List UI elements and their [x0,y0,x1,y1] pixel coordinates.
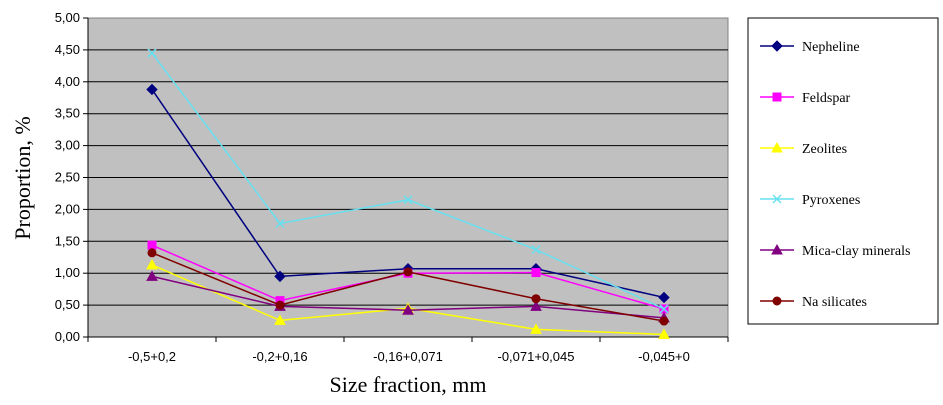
gridlines [88,49,728,306]
legend-label: Feldspar [802,91,851,106]
x-tick-label: -0,071+0,045 [498,349,575,364]
legend-label: Na silicates [802,295,867,310]
y-tick-label: 0,00 [55,329,80,344]
legend-label: Pyroxenes [802,193,860,208]
y-tick-label: 1,00 [55,265,80,280]
y-tick-label: 3,50 [55,106,80,121]
y-axis-title: Proportion, % [10,116,35,239]
x-mark-stroke [275,218,285,228]
legend-marker [772,296,782,306]
legend-marker [772,194,782,204]
legend-box [747,17,939,325]
x-tick-label: -0,5+0,2 [128,349,176,364]
point-zeolites [658,328,670,339]
point-feldspar [531,268,541,278]
axes: 0,00 0,50 1,00 1,50 2,00 2,50 3,00 3,50 4,00 4,50… [55,10,729,364]
legend-item-feldspar: Feldspar [760,91,851,106]
legend-marker [772,92,782,102]
legend-item-pyroxenes: Pyroxenes [760,193,860,208]
point-na-silicates [531,294,541,304]
x-axis-title: Size fraction, mm [329,372,486,397]
legend: Nepheline Feldspar Zeolites Pyroxenes Mica-c… [760,40,910,310]
y-tick-label: 5,00 [55,10,80,25]
y-tick-label: 4,00 [55,74,80,89]
y-tick-label: 1,50 [55,233,80,248]
y-tick-label: 4,50 [55,42,80,57]
y-tick-label: 0,50 [55,297,80,312]
y-tick-label: 2,00 [55,201,80,216]
point-na-silicates [147,248,157,258]
x-tick-label: -0,045+0 [638,349,690,364]
legend-marker [771,243,783,255]
legend-item-na-silicates: Na silicates [760,295,867,310]
series-pyroxenes [147,48,669,314]
point-feldspar [147,240,157,250]
point-mica-clay-minerals [402,304,414,315]
point-na-silicates [403,267,413,277]
legend-item-mica-clay-minerals: Mica-clay minerals [760,243,910,259]
x-mark-stroke [772,194,782,204]
point-na-silicates [275,300,285,310]
point-pyroxenes [531,245,541,255]
y-tick-label: 2,50 [55,170,80,185]
x-tick-label: -0,16+0,071 [373,349,443,364]
series-na-silicates [147,248,669,326]
point-pyroxenes [147,48,157,58]
point-nepheline [146,83,158,96]
point-nepheline [274,270,286,283]
point-zeolites [146,258,158,270]
legend-label: Nepheline [802,40,860,55]
point-pyroxenes [659,304,669,314]
legend-label: Zeolites [802,142,847,157]
point-pyroxenes [403,195,413,205]
series-lines [146,48,670,339]
x-tick-label: -0,2+0,16 [252,349,307,364]
legend-item-zeolites: Zeolites [760,141,847,157]
point-mica-clay-minerals [146,270,158,281]
point-zeolites [530,323,542,334]
x-mark-stroke [659,304,669,314]
legend-marker [771,40,783,52]
point-mica-clay-minerals [530,300,542,311]
x-mark-stroke [147,48,157,58]
legend-label: Mica-clay minerals [802,244,910,259]
point-zeolites [274,314,286,325]
point-na-silicates [659,316,669,326]
x-mark-stroke [531,245,541,255]
point-nepheline [658,291,670,304]
y-tick-label: 3,00 [55,138,80,153]
legend-marker [771,141,783,153]
x-mark-stroke [403,195,413,205]
point-pyroxenes [275,218,285,228]
legend-item-nepheline: Nepheline [760,40,860,55]
